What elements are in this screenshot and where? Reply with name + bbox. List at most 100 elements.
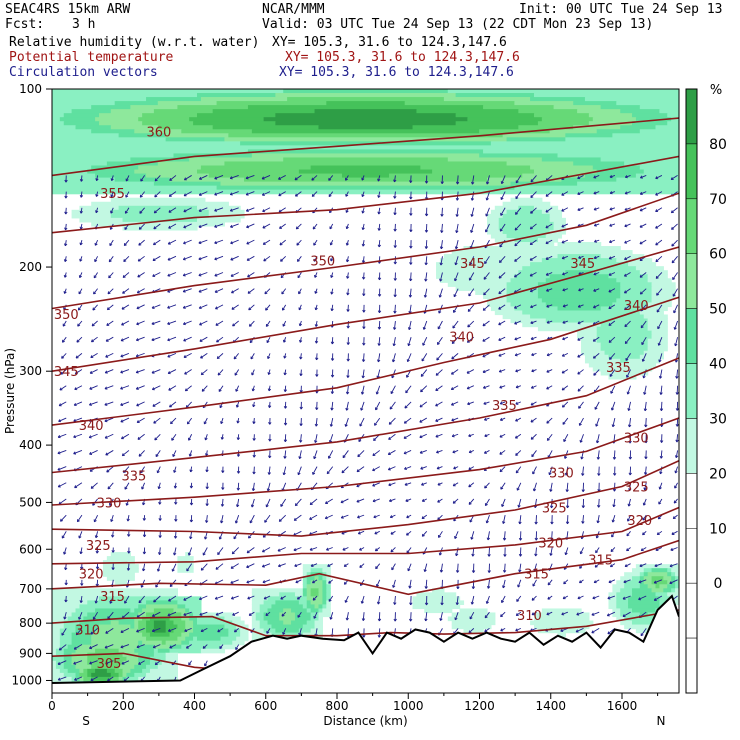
vector-arrow [309,514,318,520]
vector-arrowhead [111,534,113,538]
humidity-cell [537,326,598,332]
y-tick-label: 1000 [11,673,42,687]
humidity-cell [79,620,112,626]
humidity-cell [541,117,594,122]
vector-arrowhead [280,596,283,600]
vector-arrowhead [61,355,63,359]
vector-arrow [328,191,334,197]
vector-arrowhead [183,241,186,244]
vector-arrowhead [122,274,125,278]
humidity-cell [620,286,653,291]
vector-arrowhead [330,407,333,411]
humidity-cell [541,298,617,304]
humidity-cell [114,668,124,674]
vector-arrow [531,450,537,457]
vector-arrow [105,660,114,665]
vector-arrow [104,433,114,439]
vector-arrowhead [137,274,140,278]
humidity-cell [52,624,65,630]
humidity-cell [659,109,679,114]
vector-arrow [577,595,584,599]
vector-arrow [125,191,130,198]
vector-arrow [436,450,443,454]
humidity-cell [71,640,92,646]
vector-arrow [295,579,302,583]
humidity-cell [310,588,320,593]
vector-arrowhead [514,353,518,356]
vector-arrowhead [592,321,595,325]
vector-arrowhead [424,586,427,589]
vector-arrowhead [592,338,595,342]
vector-arrowhead [57,484,60,488]
humidity-cell [647,278,672,283]
vector-arrowhead [95,550,98,554]
vector-arrowhead [530,320,533,324]
colorbar-label: 0 [714,576,723,592]
vector-arrow [186,563,193,572]
humidity-cell [79,217,124,223]
vector-arrowhead [515,401,518,405]
humidity-cell [52,153,175,159]
vector-arrow [519,563,522,573]
humidity-cell [138,660,151,666]
vector-arrowhead [235,504,238,508]
vector-arrowhead [95,210,97,213]
vector-arrowhead [409,213,412,216]
humidity-cell [263,117,468,122]
colorbar-band [685,637,698,694]
vector-arrow [608,272,616,276]
vector-arrowhead [247,596,250,599]
humidity-cell [655,592,668,597]
vector-arrow [198,272,208,276]
vector-arrow [107,304,114,311]
vector-arrowhead [499,401,503,405]
vector-arrow [424,288,428,298]
vector-arrow [183,611,192,616]
vector-arrowhead [424,278,427,282]
vector-arrowhead [215,566,218,570]
x-tick-label: 1200 [464,699,495,713]
vector-arrow [141,482,146,490]
vector-arrowhead [518,553,521,557]
vector-arrowhead [278,176,281,180]
vector-arrowhead [390,531,393,535]
vector-arrow [231,595,239,600]
vector-arrowhead [107,291,110,294]
vector-arrowhead [58,501,61,505]
vector-arrow [644,401,647,411]
vector-arrow [454,531,459,539]
humidity-cell [165,624,178,630]
vector-arrowhead [659,455,662,459]
vector-arrow [578,255,584,259]
vector-arrowhead [659,440,662,443]
vector-arrow [609,255,616,260]
vector-arrow [198,288,208,293]
humidity-cell [530,165,594,171]
vector-arrow [136,611,145,618]
vector-arrowhead [451,434,455,437]
vector-arrowhead [639,564,642,567]
humidity-cell [326,588,331,593]
vector-arrow [92,304,98,311]
vector-arrow [157,466,161,474]
vector-arrow [468,466,475,470]
vector-arrow [551,498,553,508]
vector-arrow [96,547,99,554]
humidity-cell [52,133,120,138]
vector-arrow [96,579,99,587]
vector-arrow [215,595,224,600]
vector-arrowhead [189,469,192,473]
colorbar-label: 40 [709,357,727,373]
vector-arrowhead [372,483,375,487]
humidity-cell [110,197,206,203]
colorbar-label: 20 [709,466,727,482]
vector-arrowhead [419,435,422,438]
vector-arrow [425,240,428,249]
humidity-cell [581,338,598,344]
humidity-cell [631,576,641,581]
isentrope-label: 325 [86,539,111,554]
vector-arrowhead [330,308,333,311]
vector-arrow [200,352,208,359]
humidity-cell [189,640,233,646]
humidity-cell [75,676,81,682]
